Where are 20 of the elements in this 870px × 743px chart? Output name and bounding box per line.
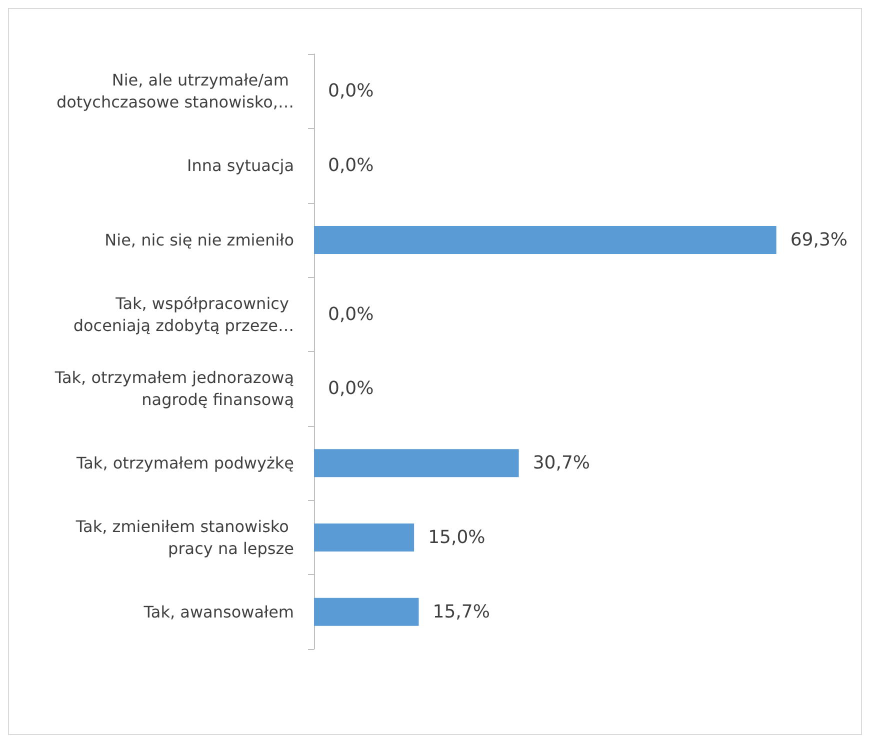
y-tick-label: Nie, ale utrzymałe/am dotychczasowe stanowisko,… bbox=[56, 70, 294, 112]
bar bbox=[314, 523, 414, 552]
data-label: 0,0% bbox=[328, 155, 374, 176]
data-label: 0,0% bbox=[328, 378, 374, 400]
y-tick-label: Tak, otrzymałem jednorazową nagrodę finansową bbox=[54, 368, 294, 410]
bar bbox=[314, 598, 419, 626]
data-label: 0,0% bbox=[328, 80, 374, 102]
data-label: 15,7% bbox=[432, 601, 490, 622]
y-tick-label: Tak, zmieniłem stanowisko pracy na lepsze bbox=[74, 516, 294, 558]
y-tick-label: Nie, nic się nie zmieniło bbox=[104, 230, 294, 250]
data-label: 30,7% bbox=[532, 452, 590, 474]
bar bbox=[314, 226, 776, 254]
data-label: 69,3% bbox=[790, 229, 848, 250]
y-tick-label: Inna sytuacja bbox=[187, 156, 294, 176]
data-label: 15,0% bbox=[428, 526, 486, 548]
data-label: 0,0% bbox=[328, 304, 374, 325]
y-tick-label: Tak, współpracownicy doceniają zdobytą przeze… bbox=[73, 294, 294, 335]
y-tick-label: Tak, awansowałem bbox=[142, 602, 294, 622]
y-tick-label: Tak, otrzymałem podwyżkę bbox=[76, 454, 294, 473]
bar bbox=[314, 449, 519, 478]
